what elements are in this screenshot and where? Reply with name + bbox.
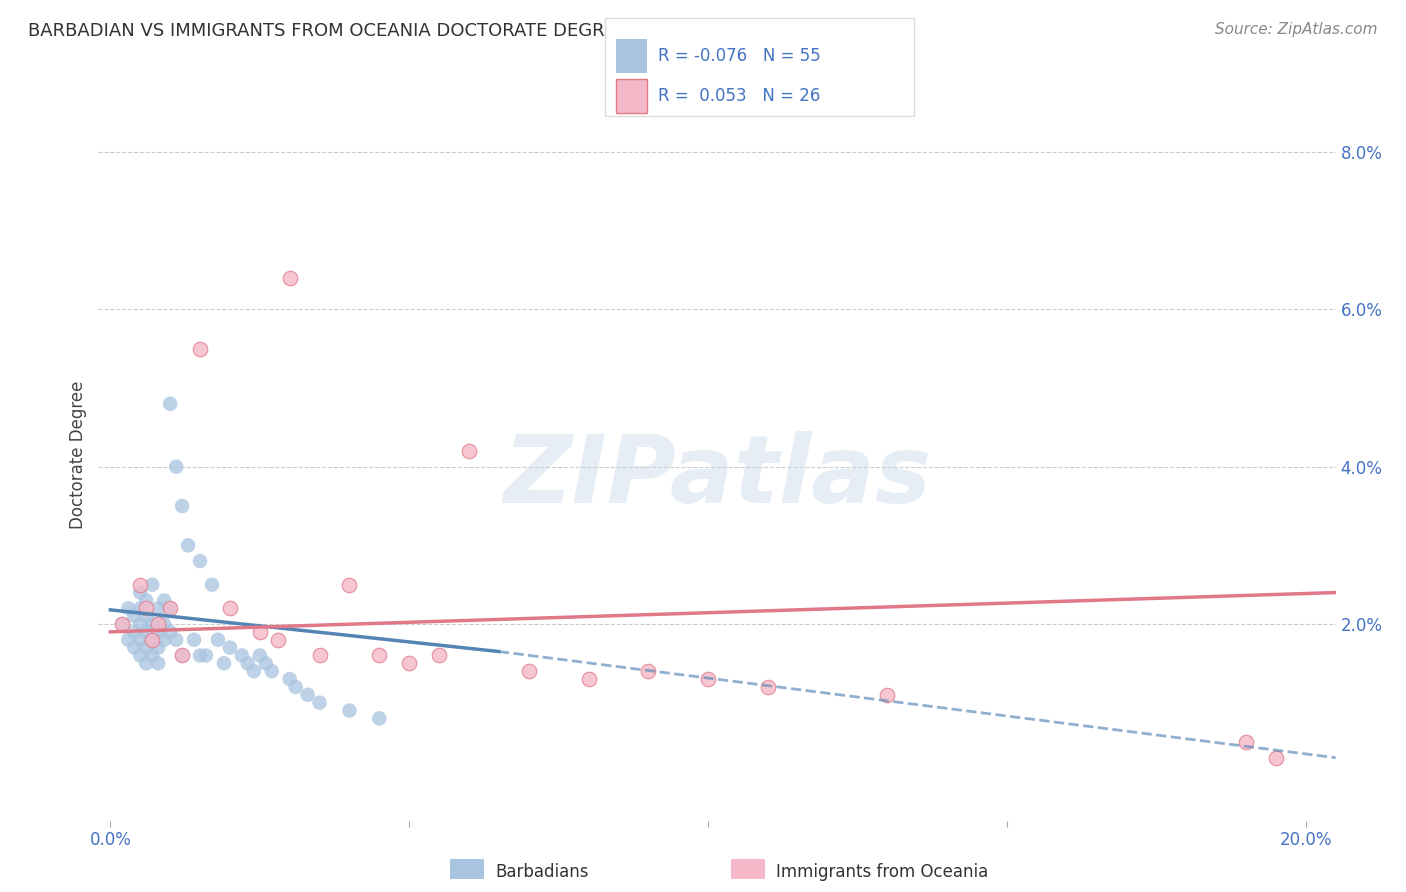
Point [876,688,898,702]
Point [148,601,170,615]
Point [212,657,235,671]
Text: R = -0.076   N = 55: R = -0.076 N = 55 [658,47,821,65]
Point [308,696,330,710]
Point [129,577,152,591]
Point [141,648,163,663]
Point [124,624,146,639]
Point [398,657,420,671]
Point [183,632,205,647]
Point [1234,735,1257,749]
Point [260,664,283,678]
Point [153,617,176,632]
Point [249,624,271,639]
Point [153,632,176,647]
Point [278,271,301,285]
Text: R =  0.053   N = 26: R = 0.053 N = 26 [658,87,820,105]
Y-axis label: Doctorate Degree: Doctorate Degree [69,381,87,529]
Point [243,664,266,678]
Point [756,680,779,694]
Point [284,680,307,694]
Point [188,554,211,568]
Point [231,648,253,663]
Point [219,640,242,655]
Point [297,688,319,702]
Point [129,632,152,647]
Point [697,672,720,686]
Point [172,499,194,513]
Point [135,640,157,655]
Point [148,624,170,639]
Point [153,593,176,607]
Point [135,624,157,639]
Point [135,609,157,624]
Point [195,648,218,663]
Point [339,577,361,591]
Point [278,672,301,686]
Point [148,617,170,632]
Point [129,585,152,599]
Text: Source: ZipAtlas.com: Source: ZipAtlas.com [1215,22,1378,37]
Point [159,397,181,411]
Point [129,601,152,615]
Point [172,648,194,663]
Point [1264,750,1286,764]
Point [129,648,152,663]
Point [172,648,194,663]
Point [249,648,271,663]
Point [207,632,229,647]
Point [148,640,170,655]
Point [165,632,187,647]
Point [117,601,139,615]
Point [129,617,152,632]
Point [159,601,181,615]
Point [141,577,163,591]
Point [368,711,391,725]
Point [458,444,481,458]
Point [141,632,163,647]
Point [111,617,134,632]
Text: ZIPatlas: ZIPatlas [503,431,931,523]
Point [427,648,450,663]
Text: Immigrants from Oceania: Immigrants from Oceania [776,863,988,881]
Point [637,664,659,678]
Point [219,601,242,615]
Point [124,609,146,624]
Point [165,459,187,474]
Point [201,577,224,591]
Point [141,632,163,647]
Point [308,648,330,663]
Point [135,657,157,671]
Point [159,601,181,615]
Point [135,601,157,615]
Point [339,704,361,718]
Point [111,617,134,632]
Point [578,672,600,686]
Point [188,648,211,663]
Text: Barbadians: Barbadians [495,863,589,881]
Point [188,342,211,356]
Point [135,593,157,607]
Point [368,648,391,663]
Point [267,632,290,647]
Point [236,657,259,671]
Text: BARBADIAN VS IMMIGRANTS FROM OCEANIA DOCTORATE DEGREE CORRELATION CHART: BARBADIAN VS IMMIGRANTS FROM OCEANIA DOC… [28,22,828,40]
Point [159,624,181,639]
Point [177,538,200,552]
Point [148,657,170,671]
Point [517,664,540,678]
Point [117,632,139,647]
Point [254,657,277,671]
Point [141,617,163,632]
Point [124,640,146,655]
